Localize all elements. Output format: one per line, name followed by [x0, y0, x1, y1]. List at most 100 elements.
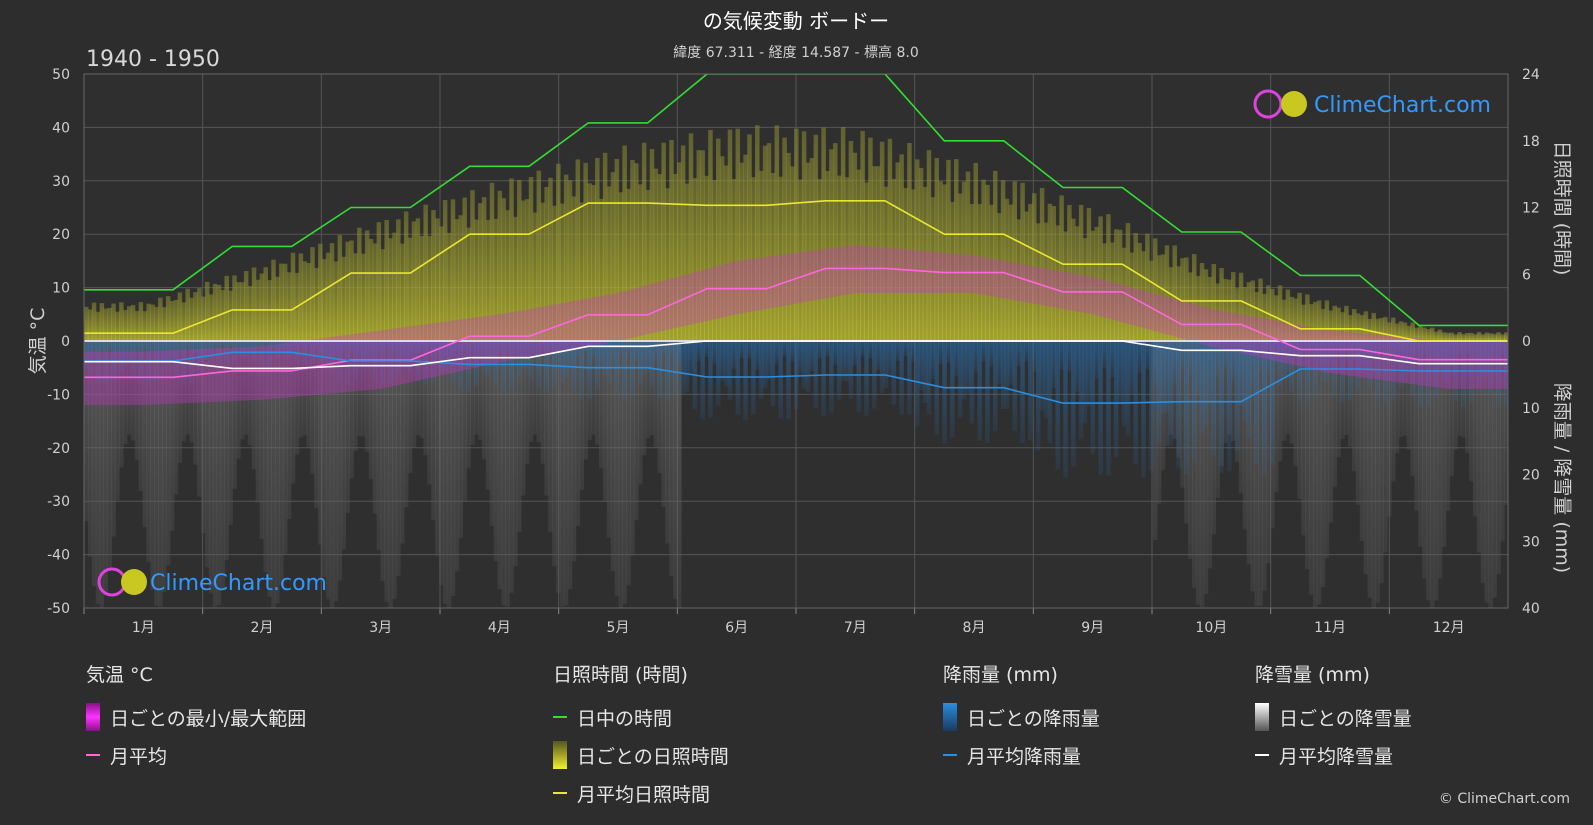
- left-tick-label: 30: [52, 174, 70, 190]
- daily-sunshine-bar: [123, 310, 128, 341]
- daily-snow-bar: [591, 341, 596, 435]
- daily-rain-bar: [879, 341, 885, 394]
- daily-sunshine-bar: [571, 196, 577, 341]
- daily-rain-bar: [1082, 341, 1088, 424]
- daily-snow-bar: [384, 341, 389, 602]
- daily-snow-bar: [1422, 341, 1427, 579]
- daily-snow-bar: [212, 341, 218, 607]
- daily-rain-bar: [306, 341, 311, 347]
- daily-snow-bar: [353, 341, 358, 452]
- daily-snow-bar: [1238, 341, 1244, 494]
- daily-sunshine-bar: [329, 243, 335, 341]
- daily-rain-bar: [325, 341, 331, 365]
- daily-rain-bar: [470, 341, 475, 355]
- daily-rain-bar: [1387, 341, 1392, 356]
- daily-sunshine-bar: [864, 182, 869, 341]
- daily-sunshine-bar: [844, 177, 850, 341]
- daily-rain-bar: [801, 341, 807, 389]
- daily-snow-bar: [1398, 341, 1404, 438]
- right-axis-label-top: 日照時間 (時間): [1551, 141, 1573, 276]
- daily-sunshine-bar: [232, 275, 237, 341]
- daily-snow-bar: [263, 341, 268, 573]
- logo-bottom[interactable]: ClimeChart.com: [97, 567, 327, 597]
- daily-sunshine-bar: [1035, 223, 1041, 341]
- daily-sunshine-bar: [1176, 266, 1181, 341]
- daily-sunshine-bar: [1098, 216, 1103, 341]
- daily-sunshine-bar: [626, 188, 631, 341]
- daily-sunshine-bar: [1344, 305, 1349, 341]
- daily-sunshine-bar: [470, 190, 475, 341]
- daily-sunshine-bar: [435, 218, 440, 341]
- daily-sunshine-bar: [1332, 305, 1337, 341]
- legend-item: 日ごとの降雪量: [1279, 707, 1412, 730]
- daily-snow-bar: [673, 341, 678, 599]
- daily-rain-bar: [462, 341, 467, 352]
- daily-sunshine-bar: [825, 170, 830, 341]
- daily-sunshine-bar: [431, 210, 436, 341]
- daily-sunshine-bar: [107, 307, 112, 341]
- daily-sunshine-bar: [501, 198, 506, 341]
- daily-snow-bar: [559, 341, 565, 607]
- daily-sunshine-bar: [376, 222, 382, 341]
- month-tick-label: 6月: [725, 620, 748, 636]
- daily-sunshine-bar: [485, 219, 491, 341]
- daily-snow-bar: [403, 341, 409, 508]
- logo-top[interactable]: ClimeChart.com: [1253, 89, 1491, 119]
- daily-rain-bar: [961, 341, 967, 400]
- daily-snow-bar: [349, 341, 354, 479]
- daily-snow-bar: [1410, 341, 1415, 477]
- daily-rain-bar: [263, 341, 268, 346]
- daily-rain-bar: [1359, 341, 1365, 374]
- daily-rain-bar: [1047, 341, 1053, 444]
- daily-rain-bar: [1110, 341, 1115, 378]
- daily-rain-bar: [1145, 341, 1150, 370]
- daily-sunshine-bar: [805, 162, 811, 341]
- left-tick-label: 20: [52, 227, 70, 243]
- daily-rain-bar: [630, 341, 635, 397]
- daily-snow-bar: [606, 341, 612, 538]
- copyright: © ClimeChart.com: [1438, 791, 1570, 807]
- daily-snow-bar: [614, 341, 620, 596]
- daily-snow-bar: [481, 341, 487, 460]
- daily-rain-bar: [1168, 341, 1174, 446]
- temp-range-band: [84, 244, 1508, 406]
- daily-rain-bar: [1472, 341, 1478, 364]
- daily-rain-bar: [1227, 341, 1232, 472]
- daily-rain-bar: [220, 341, 226, 347]
- daily-snow-bar: [653, 341, 659, 448]
- daily-snow-bar: [540, 341, 545, 464]
- daily-rain-bar: [755, 341, 760, 370]
- daily-snow-bar: [458, 341, 464, 538]
- daily-rain-bar: [704, 341, 709, 357]
- daily-rain-bar: [946, 341, 951, 363]
- month-tick-label: 1月: [132, 620, 155, 636]
- daily-sunshine-bar: [665, 188, 670, 341]
- daily-sunshine-bar: [981, 179, 986, 341]
- daily-rain-bar: [1488, 341, 1493, 394]
- daily-rain-bar: [146, 341, 151, 385]
- daily-rain-bar: [1394, 341, 1400, 367]
- daily-snow-bar: [325, 341, 331, 600]
- daily-sunshine-bar: [957, 193, 963, 341]
- daily-sunshine-bar: [657, 174, 663, 341]
- daily-rain-bar: [204, 341, 210, 356]
- daily-sunshine-bar: [1383, 316, 1388, 341]
- daily-sunshine-bar: [1008, 204, 1014, 341]
- daily-sunshine-bar: [1137, 242, 1142, 341]
- daily-sunshine-bar: [1488, 333, 1493, 341]
- daily-sunshine-bar: [478, 203, 483, 341]
- daily-sunshine-bar: [1082, 238, 1088, 341]
- temp-range-swatch: [86, 703, 100, 731]
- month-tick-label: 2月: [251, 620, 274, 636]
- daily-snow-bar: [99, 341, 105, 608]
- daily-sunshine-bar: [1309, 304, 1314, 341]
- daily-sunshine-bar: [341, 256, 346, 341]
- sunshine-tick-label: 12: [1522, 201, 1540, 217]
- daily-sunshine-bar: [1184, 257, 1189, 341]
- daily-sunshine-bar: [1168, 267, 1174, 341]
- daily-sunshine-bar: [673, 173, 678, 341]
- daily-rain-bar: [115, 341, 120, 357]
- daily-rain-bar: [431, 341, 436, 382]
- daily-sunshine-bar: [177, 292, 183, 341]
- daily-snow-bar: [130, 341, 136, 441]
